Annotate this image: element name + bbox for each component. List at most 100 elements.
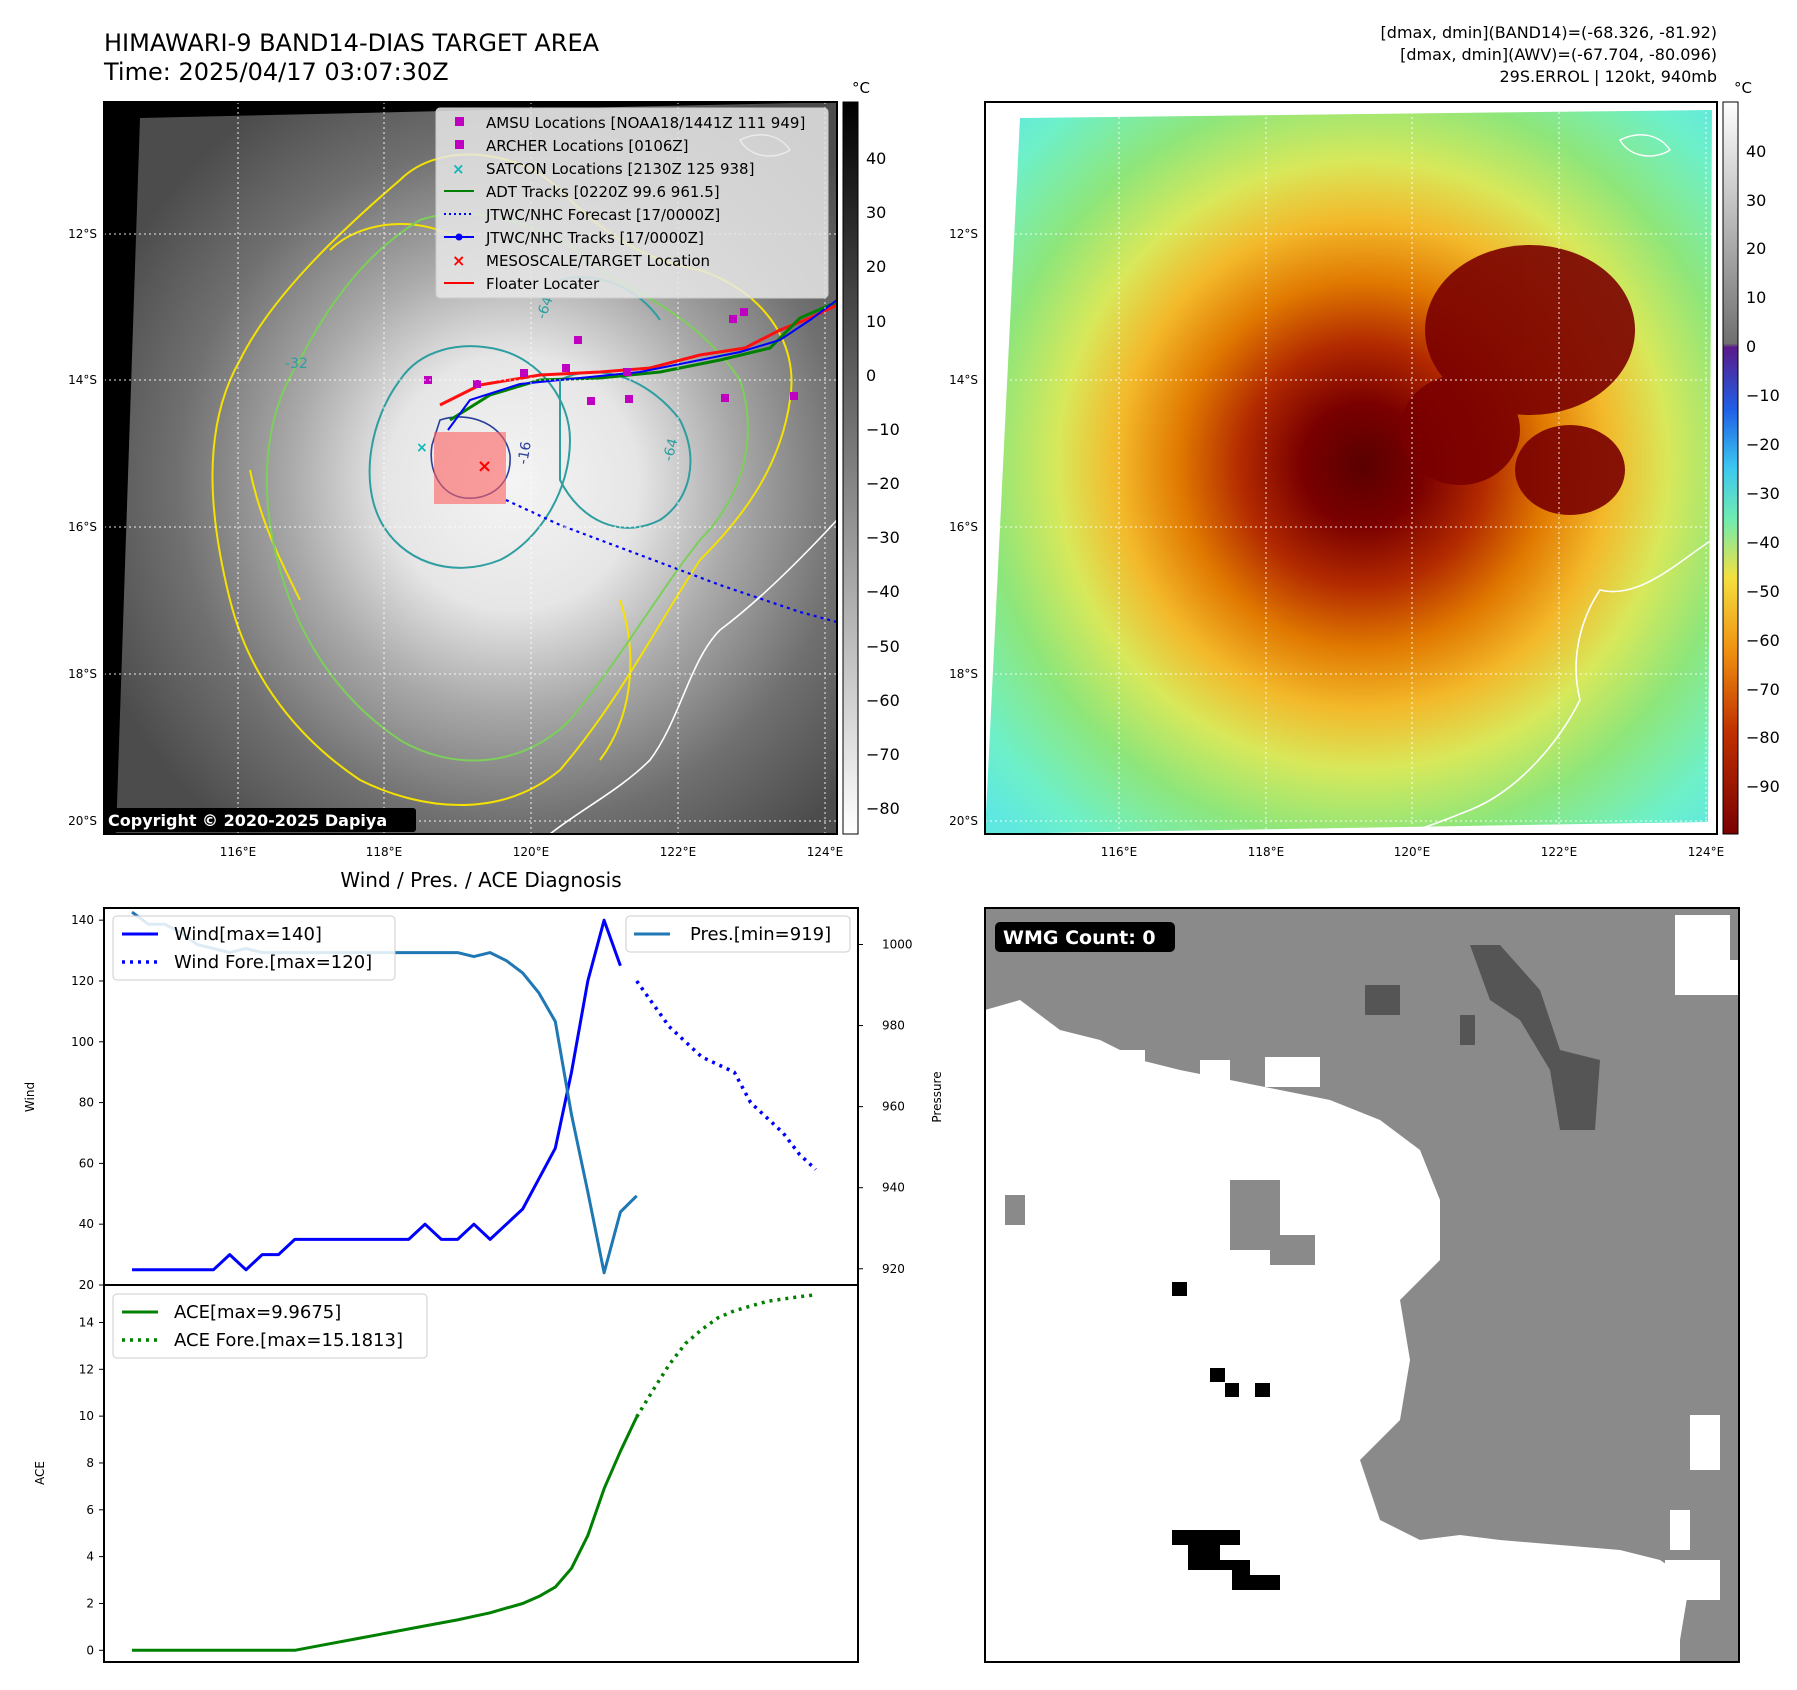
- stats-awv: [dmax, dmin](AWV)=(-67.704, -80.096): [1400, 45, 1717, 64]
- ace-legend-box: [112, 1293, 428, 1359]
- wind-ytick-label: 100: [71, 1035, 94, 1049]
- awv-lat-labels: 12°S 14°S 16°S 18°S 20°S: [949, 227, 978, 828]
- ace-ytick-label: 0: [86, 1643, 94, 1657]
- pressure-ytick-label: 920: [882, 1262, 905, 1276]
- wind-ytick-label: 20: [79, 1278, 94, 1292]
- pressure-ytick-label: 940: [882, 1181, 905, 1195]
- ir-frame: [103, 101, 838, 835]
- wind-ylabel: Wind: [23, 1082, 37, 1112]
- contour-label-3: -16: [515, 440, 535, 465]
- ir-lon-label: 124°E: [807, 845, 844, 859]
- legend-tracks: JTWC/NHC Tracks [17/0000Z]: [485, 229, 704, 247]
- awv-panel: 12°S 14°S 16°S 18°S 20°S 116°E 118°E 120…: [949, 79, 1780, 859]
- ir-colorbar: [842, 101, 859, 835]
- awv-lon-label: 118°E: [1248, 845, 1285, 859]
- ir-colorbar-tick: −50: [866, 637, 900, 656]
- legend-floater: Floater Locater: [486, 275, 600, 293]
- legend-satcon-icon: ×: [452, 160, 465, 178]
- awv-lon-label: 122°E: [1541, 845, 1578, 859]
- wmg-black-patches: [1172, 1282, 1280, 1590]
- ace-ytick-label: 4: [86, 1550, 94, 1564]
- wind-legend-box: [112, 915, 396, 981]
- awv-colorbar-tick: −20: [1746, 435, 1780, 454]
- ir-colorbar-tick: 0: [866, 366, 876, 385]
- awv-colorbar: [1722, 101, 1739, 835]
- ace-ytick-labels: 0 2 4 6 8 10 12 14: [79, 1315, 104, 1657]
- ir-colorbar-tick: 10: [866, 312, 886, 331]
- legend-wind-forecast: Wind Fore.[max=120]: [174, 952, 372, 973]
- ir-panel: -64 -64 -16 -32 × ×: [68, 79, 900, 859]
- legend-archer: ARCHER Locations [0106Z]: [486, 137, 689, 155]
- stats-band14: [dmax, dmin](BAND14)=(-68.326, -81.92): [1381, 23, 1717, 42]
- awv-lat-label: 16°S: [949, 520, 978, 534]
- awv-lat-label: 14°S: [949, 373, 978, 387]
- target-area-box: [434, 432, 506, 504]
- series-line-1: [635, 979, 817, 1171]
- pressure-ytick-label: 1000: [882, 937, 913, 951]
- ace-ytick-label: 8: [86, 1456, 94, 1470]
- wmg-grey-patches: [1005, 1180, 1315, 1265]
- ace-ylabel: ACE: [33, 1461, 47, 1485]
- ir-coastline: [549, 519, 837, 834]
- awv-colorbar-unit: °C: [1734, 79, 1752, 97]
- pressure-ytick-label: 980: [882, 1019, 905, 1033]
- ir-colorbar-ticks: 40 30 20 10 0 −10 −20 −30 −40 −50 −60 −7…: [866, 149, 900, 818]
- awv-lat-label: 20°S: [949, 814, 978, 828]
- wmg-frame: [984, 907, 1740, 1663]
- ir-colorbar-tick: 30: [866, 203, 886, 222]
- legend-wind: Wind[max=140]: [174, 924, 322, 945]
- wmg-badge-text: WMG Count: 0: [1003, 927, 1156, 949]
- wmg-clear-region: [985, 1000, 1690, 1662]
- pressure-ytick-labels: 920 940 960 980 1000: [858, 937, 913, 1276]
- jtwc-forecast: [505, 499, 837, 624]
- ir-colorbar-tick: 20: [866, 257, 886, 276]
- legend-amsu-icon: [455, 117, 464, 126]
- copyright-text: Copyright © 2020-2025 Dapiya: [108, 811, 387, 830]
- contour-label-1: -64: [534, 294, 557, 321]
- pressure-ytick-label: 960: [882, 1100, 905, 1114]
- awv-coastline: [1399, 539, 1713, 834]
- wind-ytick-labels: 20 40 60 80 100 120 140: [71, 913, 104, 1292]
- legend-target-icon: ×: [452, 251, 465, 270]
- ir-lon-label: 118°E: [366, 845, 403, 859]
- ir-colorbar-tick: −80: [866, 799, 900, 818]
- awv-colorbar-tick: 0: [1746, 337, 1756, 356]
- amsu-markers: [424, 308, 798, 405]
- ir-lon-labels: 116°E 118°E 120°E 122°E 124°E: [220, 845, 844, 859]
- adt-track: [449, 300, 837, 422]
- ir-colorbar-tick: −10: [866, 420, 900, 439]
- legend-ace-forecast: ACE Fore.[max=15.1813]: [174, 1330, 403, 1351]
- ace-ytick-label: 2: [86, 1596, 94, 1610]
- awv-colorbar-tick: −70: [1746, 680, 1780, 699]
- ace-axes: 0 2 4 6 8 10 12 14 ACE ACE[max=9.9675] ACE Fore…: [33, 1284, 859, 1663]
- wmg-badge: [995, 922, 1175, 952]
- awv-colorbar-tick: 30: [1746, 191, 1766, 210]
- wmg-dark-patches: [1365, 945, 1600, 1130]
- awv-colorbar-tick: −30: [1746, 484, 1780, 503]
- wind-ytick-label: 40: [79, 1217, 94, 1231]
- legend-adt: ADT Tracks [0220Z 99.6 961.5]: [486, 183, 720, 201]
- storm-summary: 29S.ERROL | 120kt, 940mb: [1499, 67, 1717, 86]
- ace-series-line-1: [635, 1293, 816, 1418]
- contour-label-4: -32: [285, 356, 308, 372]
- jtwc-track: [447, 299, 837, 431]
- awv-island: [1619, 134, 1671, 157]
- awv-lat-label: 12°S: [949, 227, 978, 241]
- ir-lon-label: 116°E: [220, 845, 257, 859]
- ace-ytick-label: 14: [79, 1315, 94, 1329]
- legend-forecast: JTWC/NHC Forecast [17/0000Z]: [485, 206, 720, 224]
- pressure-ylabel: Pressure: [930, 1071, 944, 1122]
- awv-lon-label: 116°E: [1101, 845, 1138, 859]
- awv-lon-label: 124°E: [1688, 845, 1725, 859]
- awv-colorbar-tick: −40: [1746, 533, 1780, 552]
- copyright-badge: [104, 808, 416, 832]
- ace-series-line-0: [132, 1416, 639, 1652]
- legend-target: MESOSCALE/TARGET Location: [486, 252, 710, 270]
- target-marker: ×: [477, 456, 492, 477]
- ir-legend-box: [435, 107, 829, 299]
- ir-colorbar-tick: −40: [866, 582, 900, 601]
- ir-lat-labels: 12°S 14°S 16°S 18°S 20°S: [68, 227, 97, 828]
- awv-colorbar-tick: 10: [1746, 288, 1766, 307]
- wind-ytick-label: 60: [79, 1156, 94, 1170]
